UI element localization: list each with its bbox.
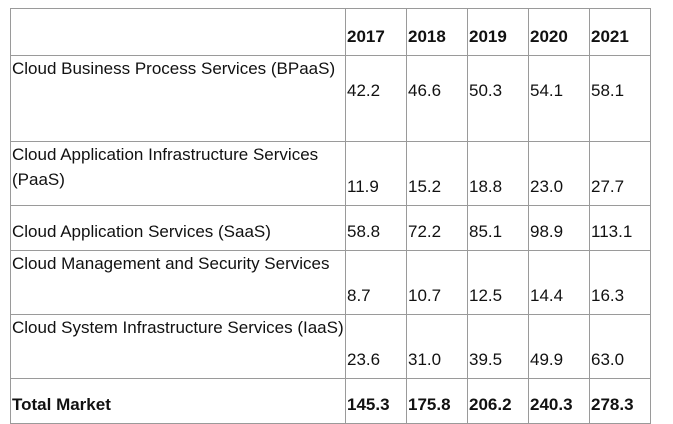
value-cell: 31.0 (406, 314, 468, 379)
value-cell: 63.0 (589, 314, 651, 379)
value-cell: 72.2 (406, 205, 468, 251)
total-row: Total Market 145.3 175.8 206.2 240.3 278… (10, 378, 651, 424)
table-row: Cloud System Infrastructure Services (Ia… (10, 314, 651, 379)
row-label: Cloud Management and Security Services (10, 250, 346, 315)
value-cell: 46.6 (406, 55, 468, 142)
header-row: 2017 2018 2019 2020 2021 (10, 8, 651, 56)
value-cell: 98.9 (528, 205, 590, 251)
row-label: Cloud Application Services (SaaS) (10, 205, 346, 251)
value-cell: 15.2 (406, 141, 468, 206)
value-cell: 39.5 (467, 314, 529, 379)
value-cell: 54.1 (528, 55, 590, 142)
value-cell: 23.0 (528, 141, 590, 206)
row-label: Cloud Application Infrastructure Service… (10, 141, 346, 206)
value-cell: 12.5 (467, 250, 529, 315)
year-header: 2018 (406, 8, 468, 56)
value-cell: 8.7 (345, 250, 407, 315)
row-label: Cloud System Infrastructure Services (Ia… (10, 314, 346, 379)
table-row: Cloud Business Process Services (BPaaS) … (10, 55, 651, 142)
value-cell: 10.7 (406, 250, 468, 315)
value-cell: 23.6 (345, 314, 407, 379)
year-header: 2021 (589, 8, 651, 56)
value-cell: 58.1 (589, 55, 651, 142)
value-cell: 27.7 (589, 141, 651, 206)
value-cell: 18.8 (467, 141, 529, 206)
value-cell: 42.2 (345, 55, 407, 142)
value-cell: 85.1 (467, 205, 529, 251)
total-value-cell: 175.8 (406, 378, 468, 424)
total-value-cell: 240.3 (528, 378, 590, 424)
value-cell: 113.1 (589, 205, 651, 251)
value-cell: 50.3 (467, 55, 529, 142)
table-row: Cloud Application Infrastructure Service… (10, 141, 651, 206)
market-table: 2017 2018 2019 2020 2021 Cloud Business … (10, 8, 651, 424)
year-header: 2017 (345, 8, 407, 56)
table-row: Cloud Application Services (SaaS) 58.8 7… (10, 205, 651, 251)
corner-cell (10, 8, 346, 56)
value-cell: 58.8 (345, 205, 407, 251)
table-row: Cloud Management and Security Services 8… (10, 250, 651, 315)
row-label: Cloud Business Process Services (BPaaS) (10, 55, 346, 142)
year-header: 2019 (467, 8, 529, 56)
total-value-cell: 278.3 (589, 378, 651, 424)
value-cell: 49.9 (528, 314, 590, 379)
total-label: Total Market (10, 378, 346, 424)
value-cell: 11.9 (345, 141, 407, 206)
value-cell: 16.3 (589, 250, 651, 315)
year-header: 2020 (528, 8, 590, 56)
value-cell: 14.4 (528, 250, 590, 315)
total-value-cell: 206.2 (467, 378, 529, 424)
total-value-cell: 145.3 (345, 378, 407, 424)
